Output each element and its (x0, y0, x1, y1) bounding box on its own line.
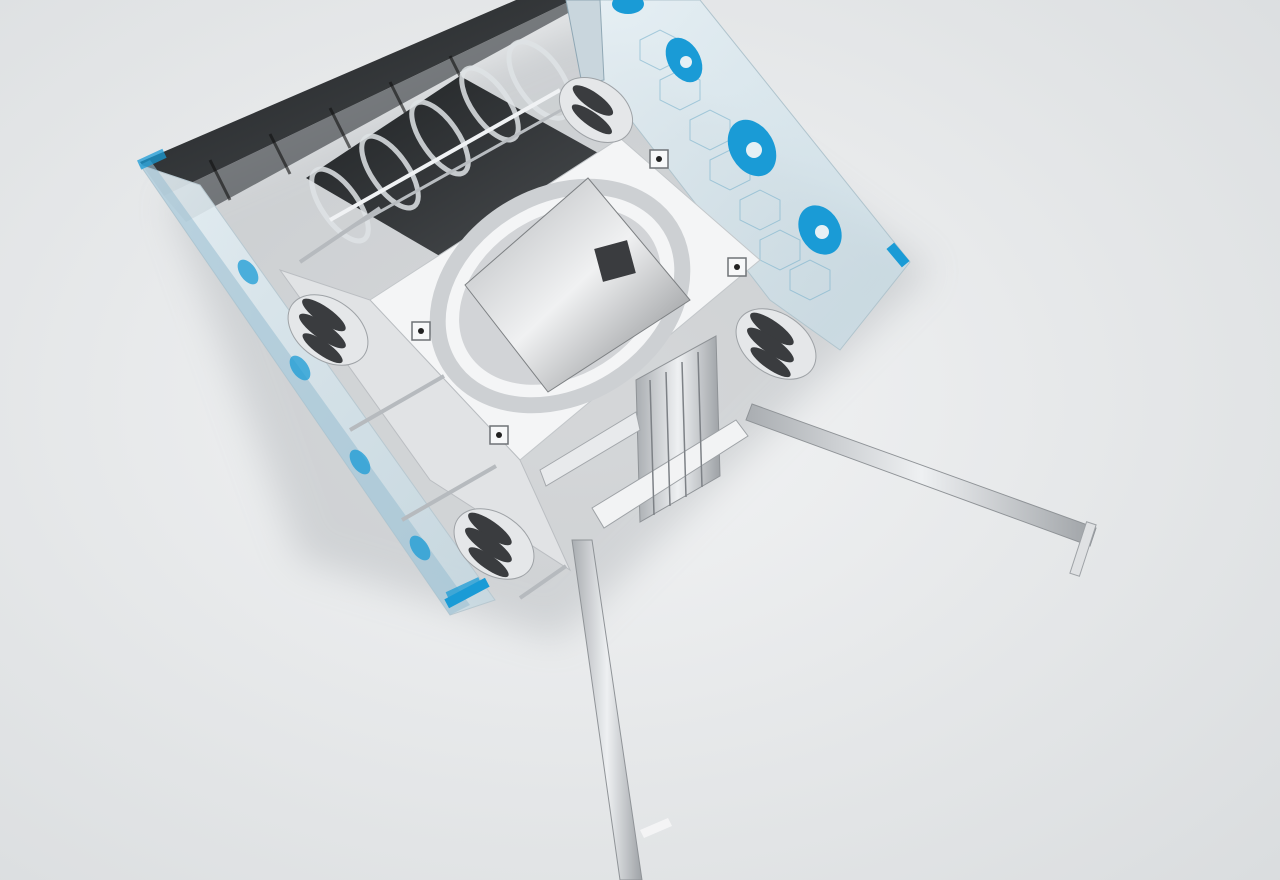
mecanum-wheel-icon (287, 77, 817, 580)
top-dark-frame (140, 0, 592, 222)
servo-block (594, 240, 636, 282)
accent-blue-strip (137, 148, 167, 170)
dark-rail-inner (164, 0, 592, 222)
leg-down-reflection (640, 818, 672, 838)
wheel-rear-right (735, 308, 817, 380)
left-acrylic-wall (137, 148, 496, 616)
support-legs (571, 403, 1097, 880)
blue-motifs (612, 0, 842, 255)
ribbed-drum (306, 39, 600, 262)
wheel-front-right (559, 77, 633, 143)
wheel-front-left (287, 294, 369, 366)
leg-right-foot (1069, 521, 1097, 577)
left-wall-edge (140, 160, 470, 615)
dark-rail-top (140, 0, 572, 196)
extrusion-profile-icon (411, 149, 747, 445)
frame-rails (298, 206, 568, 600)
leg-down (571, 539, 643, 880)
lift-extrusion (539, 335, 749, 529)
tilted-metal-sheet (464, 177, 691, 393)
right-acrylic-wall (565, 0, 911, 351)
right-frame-post (565, 0, 605, 85)
accent-blue-corner (444, 577, 490, 609)
wheel-rear-left (453, 508, 535, 580)
leg-right (745, 403, 1097, 547)
